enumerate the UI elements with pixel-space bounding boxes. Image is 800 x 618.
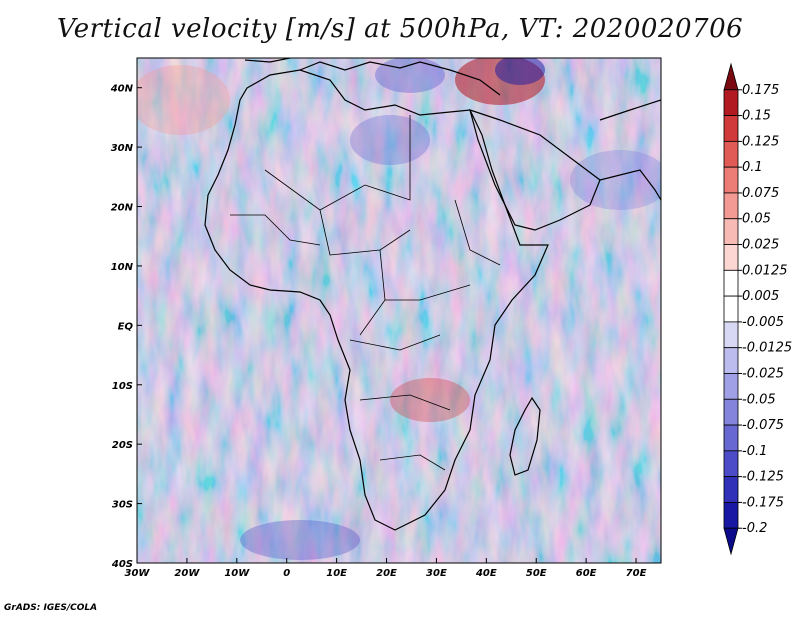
colorbar-label: -0.025 [742, 366, 784, 381]
colorbar-segment [723, 502, 739, 529]
colorbar-segment [723, 450, 739, 478]
x-tick-label: 30W [125, 568, 151, 579]
y-tick-label: EQ [118, 321, 134, 332]
colorbar-segment [723, 398, 739, 426]
colorbar-label: 0.0125 [742, 263, 788, 278]
x-tick-label: 20W [174, 568, 200, 579]
colorbar-segment [723, 295, 739, 323]
africa-coastline [204, 69, 549, 531]
x-tick-label: 10W [224, 568, 250, 579]
colorbar-segment [723, 476, 739, 503]
colorbar-label: 0.15 [742, 109, 771, 124]
map-title: Vertical velocity [m/s] at 500hPa, VT: 2… [56, 14, 744, 44]
colorbar-label: 0.025 [742, 238, 779, 253]
colorbar-label: 0.1 [742, 160, 763, 175]
x-tick-label: 0 [283, 568, 290, 579]
colorbar-label: 0.075 [742, 186, 779, 201]
asia-coastline [599, 99, 661, 201]
x-axis: 30W 20W 10W 0 10E 20E 30E 40E 50E 60E 70E [125, 558, 647, 579]
strong-descent-region [495, 58, 545, 85]
colorbar-segment [723, 89, 739, 116]
colorbar-label: 0.05 [742, 212, 771, 227]
colorbar-segment [723, 218, 739, 245]
y-tick-label: 40N [110, 84, 134, 95]
colorbar-segment [723, 244, 739, 271]
colorbar-segment [723, 321, 739, 349]
ascent-region [137, 65, 230, 135]
descent-region [240, 520, 360, 560]
colorbar-label: -0.0125 [742, 341, 792, 356]
y-tick-label: 10S [112, 381, 133, 392]
madagascar-coastline [509, 396, 541, 476]
x-tick-label: 40E [475, 568, 497, 579]
colorbar-label: -0.075 [742, 418, 784, 433]
x-tick-label: 60E [576, 568, 597, 579]
y-tick-label: 40S [111, 559, 133, 570]
x-tick-label: 30E [426, 568, 447, 579]
colorbar-segment [723, 347, 739, 374]
country-border [230, 115, 501, 471]
colorbar-label: -0.005 [742, 315, 784, 330]
colorbar-segment [723, 166, 739, 194]
colorbar-segment [723, 115, 739, 142]
colorbar-segment [723, 527, 739, 556]
y-tick-label: 20N [111, 203, 134, 214]
colorbar-segment [723, 192, 739, 220]
descent-region [570, 150, 661, 210]
x-tick-label: 50E [526, 568, 547, 579]
europe-coastline [244, 58, 501, 96]
colorbar-label: 0.175 [742, 83, 779, 98]
arabia-coastline [469, 109, 601, 231]
footer-credit: GrADS: IGES/COLA [4, 603, 98, 613]
y-axis: 40N 30N 20N 10N EQ 10S 20S 30S 40S [110, 84, 142, 570]
colorbar-segment [723, 269, 739, 297]
colorbar-label: 0.125 [742, 134, 779, 149]
y-tick-label: 30S [112, 500, 133, 511]
colorbar-label: -0.125 [742, 470, 784, 485]
ascent-region [390, 378, 470, 422]
colorbar-label: -0.2 [742, 521, 767, 536]
y-tick-label: 10N [111, 262, 134, 273]
colorbar-label: -0.05 [742, 392, 776, 407]
x-tick-label: 20E [376, 568, 397, 579]
colorbar-label: -0.175 [742, 495, 784, 510]
colorbar-label: 0.005 [742, 289, 779, 304]
velocity-field [137, 58, 661, 563]
x-tick-label: 10E [326, 568, 347, 579]
colorbar: 0.175 0.15 0.125 0.1 0.075 0.05 0.025 0.0125 0.0… [723, 62, 792, 556]
colorbar-segment [723, 140, 739, 168]
y-tick-label: 20S [112, 440, 133, 451]
coastlines [204, 58, 661, 531]
plot-frame [136, 57, 662, 564]
descent-region [350, 115, 430, 165]
colorbar-segment [723, 373, 739, 400]
colorbar-segment [723, 424, 739, 452]
colorbar-segment [723, 62, 739, 91]
x-tick-label: 70E [626, 568, 647, 579]
y-tick-label: 30N [111, 143, 134, 154]
colorbar-label: -0.1 [742, 444, 767, 459]
descent-region [375, 58, 445, 93]
